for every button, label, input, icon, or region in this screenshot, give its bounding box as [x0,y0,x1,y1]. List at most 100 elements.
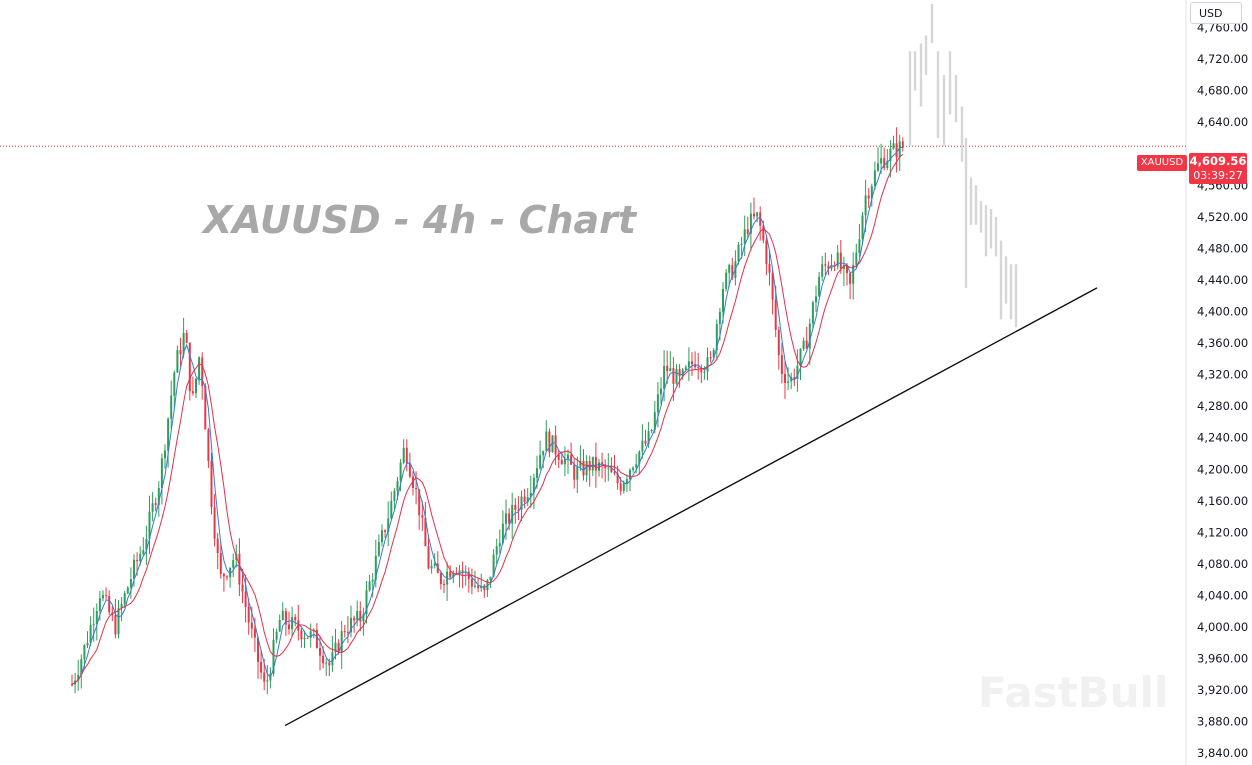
y-tick-label: 4,400.00 [1197,305,1248,319]
candle-body [703,371,706,373]
y-tick-label: 4,240.00 [1197,431,1248,445]
candle-body [325,662,328,664]
projection-bar [942,74,946,146]
candle-body [470,579,473,587]
candle-body [430,565,433,569]
candle-body [774,299,777,330]
candle-body [253,628,256,638]
candle-body [108,595,111,613]
bar-countdown: 03:39:27 [1193,169,1243,182]
candle-body [858,239,861,253]
candle-body [182,332,185,355]
currency-selector[interactable]: USD [1190,2,1242,24]
candle-body [598,462,600,471]
candle-body [204,385,207,430]
candle-body [638,451,641,465]
candle-body [517,509,520,511]
candle-body [350,617,352,633]
candle-body [300,630,303,640]
candle-body [495,546,498,555]
projection-bar [924,35,928,75]
candle-body [384,530,387,532]
candle-body [554,435,557,455]
candle-body [526,497,529,502]
projection-bar [994,216,998,257]
candle-body [346,632,349,634]
candle-body [653,412,656,431]
projection-bar [954,74,958,123]
candle-body [508,513,511,524]
candle-body [821,264,824,277]
candle-body [105,595,108,597]
y-tick-label: 4,640.00 [1197,115,1248,129]
y-tick-label: 4,480.00 [1197,241,1248,255]
candle-body [523,496,526,502]
candle-body [613,472,616,474]
candle-body [765,240,768,265]
candle-body [892,143,895,149]
candle-body [80,659,83,676]
candle-body [830,264,833,269]
candle-body [207,429,210,462]
candle-body [191,391,194,394]
candle-body [151,503,154,512]
y-tick-label: 3,880.00 [1197,715,1248,729]
candle-body [427,546,430,569]
candle-body [849,273,852,284]
y-tick-label: 4,160.00 [1197,494,1248,508]
candle-body [126,587,129,594]
candle-body [458,570,461,574]
candle-body [474,585,476,587]
candle-body [514,504,517,510]
candle-body [359,611,362,622]
candle-body [213,507,216,539]
candle-body [136,559,139,562]
candle-body [421,515,424,518]
candle-body [492,554,495,577]
trendline-layer[interactable] [284,287,1098,727]
projection-bar [984,205,988,257]
candle-body [563,458,566,465]
candle-body [86,642,89,646]
candle-body [815,296,817,303]
candle-body [461,570,464,573]
projection-bar [936,51,940,139]
candle-body [799,348,802,366]
candle-body [247,607,250,623]
candle-body [712,350,715,358]
projection-bar [964,138,968,288]
candle-body [656,394,659,413]
candle-body [170,395,173,419]
support-trendline[interactable] [284,287,1098,727]
projection-bar [960,106,964,162]
candle-body [644,440,647,444]
candle-body [567,454,569,459]
candle-body [443,583,445,585]
candle-body [142,550,145,554]
watermark-text: FastBull [978,668,1168,717]
projection-bar [979,201,983,233]
candle-body [532,477,535,493]
candle-body [629,469,631,480]
candle-body [154,503,157,505]
projection-bar [1009,264,1013,320]
projection-bar [989,208,993,249]
candle-body [784,373,786,383]
candle-body [883,158,886,169]
candle-body [356,611,359,621]
candle-body [548,431,551,453]
moving-averages [71,146,904,685]
y-tick-label: 4,440.00 [1197,273,1248,287]
candle-body [377,542,380,556]
candle-body [95,611,98,624]
candle-body [870,186,873,199]
candle-body [846,265,848,274]
candle-body [880,158,883,164]
candle-body [787,381,790,383]
price-axis[interactable]: 3,840.00 3,880.00 3,920.00 3,960.00 4,000.00… [1185,0,1248,765]
candle-body [743,229,746,244]
candle-body [179,350,182,355]
candle-body [855,252,858,265]
